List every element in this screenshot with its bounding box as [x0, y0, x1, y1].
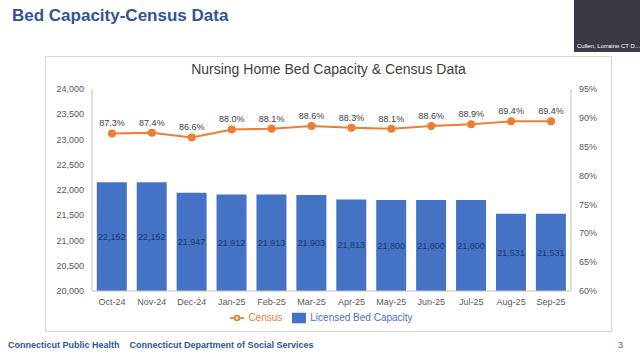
svg-text:75%: 75%: [579, 200, 597, 210]
svg-text:21,500: 21,500: [56, 210, 84, 220]
svg-text:Jul-25: Jul-25: [459, 297, 484, 307]
svg-text:Jun-25: Jun-25: [418, 297, 446, 307]
svg-text:65%: 65%: [579, 257, 597, 267]
svg-text:86.6%: 86.6%: [179, 122, 205, 132]
svg-text:Nov-24: Nov-24: [137, 297, 166, 307]
svg-text:88.1%: 88.1%: [379, 114, 405, 124]
svg-text:88.3%: 88.3%: [339, 113, 365, 123]
html-text:Nursing Home Bed Capacity & Ce: Nursing Home Bed Capacity & Census Data: [191, 61, 466, 77]
svg-text:Sep-25: Sep-25: [537, 297, 566, 307]
html-text:Connecticut Public Health: Connecticut Public Health: [8, 340, 120, 350]
svg-text:89.4%: 89.4%: [498, 106, 524, 116]
svg-text:89.4%: 89.4%: [538, 106, 564, 116]
svg-text:23,500: 23,500: [56, 109, 84, 119]
svg-text:21,912: 21,912: [218, 238, 246, 248]
svg-text:Oct-24: Oct-24: [98, 297, 125, 307]
svg-text:90%: 90%: [579, 113, 597, 123]
svg-text:May-25: May-25: [376, 297, 406, 307]
svg-text:21,531: 21,531: [537, 248, 565, 258]
svg-text:20,500: 20,500: [56, 261, 84, 271]
svg-text:21,531: 21,531: [497, 248, 525, 258]
html-text:Connecticut Department of Soci: Connecticut Department of Social Service…: [129, 340, 314, 350]
svg-text:24,000: 24,000: [56, 84, 84, 94]
svg-text:Aug-25: Aug-25: [497, 297, 526, 307]
svg-text:20,000: 20,000: [56, 286, 84, 296]
svg-text:87.3%: 87.3%: [99, 118, 125, 128]
html-text:Bed Capacity-Census Data: Bed Capacity-Census Data: [12, 6, 229, 25]
svg-text:88.6%: 88.6%: [419, 111, 445, 121]
svg-text:88.6%: 88.6%: [299, 111, 325, 121]
svg-text:21,903: 21,903: [298, 238, 326, 248]
svg-text:87.4%: 87.4%: [139, 118, 165, 128]
svg-text:95%: 95%: [579, 84, 597, 94]
svg-text:Jan-25: Jan-25: [218, 297, 246, 307]
svg-text:Dec-24: Dec-24: [177, 297, 206, 307]
svg-text:88.0%: 88.0%: [219, 114, 245, 124]
svg-text:23,000: 23,000: [56, 135, 84, 145]
svg-text:21,800: 21,800: [417, 241, 445, 251]
svg-text:85%: 85%: [579, 142, 597, 152]
html-text:3: 3: [618, 340, 623, 350]
svg-text:22,500: 22,500: [56, 160, 84, 170]
html-text:Licensed Bed Capacity: Licensed Bed Capacity: [310, 311, 413, 323]
svg-text:Feb-25: Feb-25: [257, 297, 286, 307]
svg-text:21,913: 21,913: [258, 238, 286, 248]
svg-text:22,152: 22,152: [98, 232, 126, 242]
svg-text:80%: 80%: [579, 171, 597, 181]
svg-text:70%: 70%: [579, 228, 597, 238]
svg-text:21,947: 21,947: [178, 237, 206, 247]
svg-text:21,800: 21,800: [377, 241, 405, 251]
svg-text:22,152: 22,152: [138, 232, 166, 242]
svg-text:21,800: 21,800: [457, 241, 485, 251]
html-text:Census: Census: [248, 311, 283, 323]
svg-text:88.1%: 88.1%: [259, 114, 285, 124]
svg-text:21,813: 21,813: [338, 240, 366, 250]
svg-text:60%: 60%: [579, 286, 597, 296]
svg-text:88.9%: 88.9%: [458, 109, 484, 119]
svg-text:Apr-25: Apr-25: [338, 297, 365, 307]
svg-text:22,000: 22,000: [56, 185, 84, 195]
html-text:Cullen, Lorraine CT D...: Cullen, Lorraine CT D...: [577, 43, 640, 49]
svg-text:Mar-25: Mar-25: [297, 297, 326, 307]
svg-text:21,000: 21,000: [56, 236, 84, 246]
